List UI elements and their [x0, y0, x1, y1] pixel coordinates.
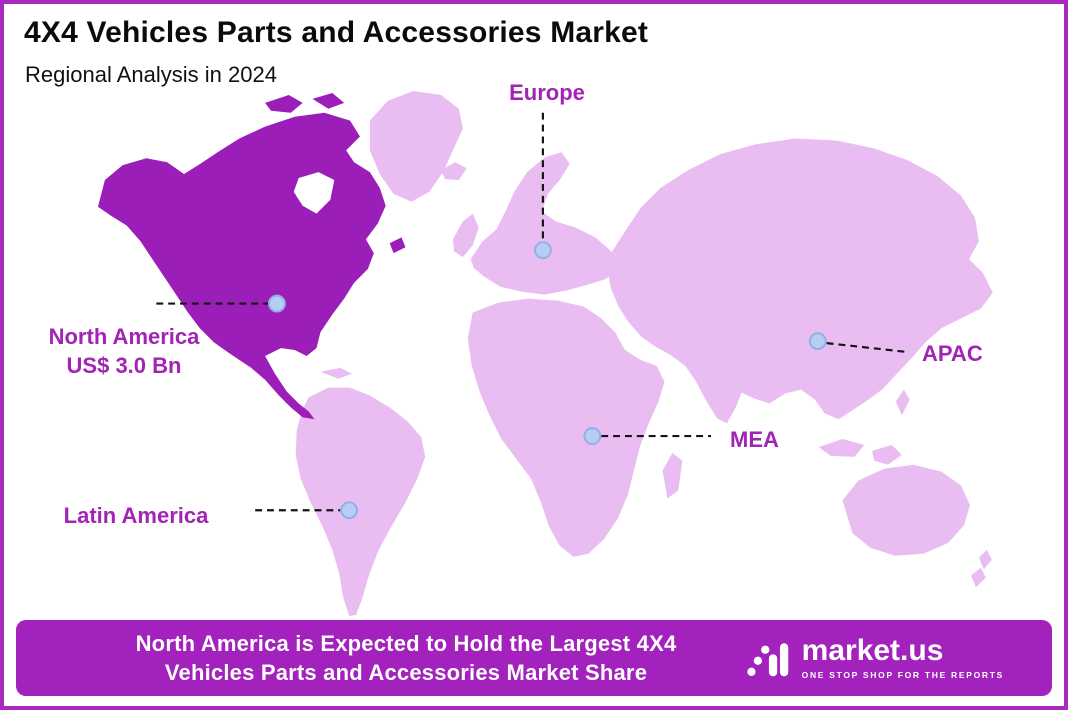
islands-southeast-asia: [818, 439, 902, 465]
label-europe: Europe: [509, 80, 585, 105]
hudson-bay: [293, 172, 335, 214]
islands-caribbean: [320, 367, 353, 379]
banner-line-2: Vehicles Parts and Accessories Market Sh…: [164, 660, 648, 685]
banner-text: North America is Expected to Hold the La…: [56, 629, 756, 687]
continent-asia: [607, 138, 993, 424]
island-iceland: [441, 162, 467, 180]
island-madagascar: [662, 452, 683, 499]
island-newfoundland: [389, 237, 406, 254]
brand-tagline: ONE STOP SHOP FOR THE REPORTS: [801, 670, 1004, 680]
page-title: 4X4 Vehicles Parts and Accessories Marke…: [24, 16, 649, 49]
world-map: [97, 91, 993, 617]
continent-africa: [467, 298, 665, 557]
label-apac: APAC: [922, 341, 983, 366]
leader-line-apac: [826, 342, 908, 354]
continent-greenland: [369, 91, 463, 202]
marker-apac: [808, 332, 827, 351]
continent-south-america: [295, 387, 426, 617]
brand-text-block: market.us ONE STOP SHOP FOR THE REPORTS: [801, 634, 1004, 681]
marker-mea: [583, 427, 602, 445]
market-us-logo-icon: [746, 643, 788, 677]
islands-new-zealand: [971, 549, 992, 588]
label-latin-america: Latin America: [63, 503, 209, 528]
brand-name: market.us: [801, 634, 944, 667]
brand-logo: market.us ONE STOP SHOP FOR THE REPORTS: [745, 635, 1004, 681]
marker-latin-america: [340, 501, 359, 520]
banner-line-1: North America is Expected to Hold the La…: [135, 631, 677, 656]
page-subtitle: Regional Analysis in 2024: [25, 62, 277, 87]
marker-north-america: [268, 294, 286, 313]
label-north-america: North America US$ 3.0 Bn: [24, 322, 224, 380]
summary-banner: North America is Expected to Hold the La…: [16, 620, 1052, 696]
north-america-value: US$ 3.0 Bn: [66, 353, 182, 378]
north-america-name: North America: [48, 324, 200, 349]
label-mea: MEA: [730, 427, 779, 452]
island-japan: [947, 265, 972, 313]
islands-arctic: [265, 92, 345, 113]
island-philippines: [895, 389, 910, 416]
island-uk: [452, 213, 479, 258]
continent-australia: [842, 464, 971, 556]
marker-europe: [534, 241, 552, 260]
